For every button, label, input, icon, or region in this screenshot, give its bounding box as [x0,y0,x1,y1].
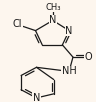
Text: O: O [84,52,92,62]
Text: N: N [49,15,56,25]
Text: Cl: Cl [13,19,22,29]
Text: N: N [33,93,40,102]
Text: CH₃: CH₃ [45,3,61,12]
Text: N: N [65,26,73,36]
Text: NH: NH [62,66,77,76]
